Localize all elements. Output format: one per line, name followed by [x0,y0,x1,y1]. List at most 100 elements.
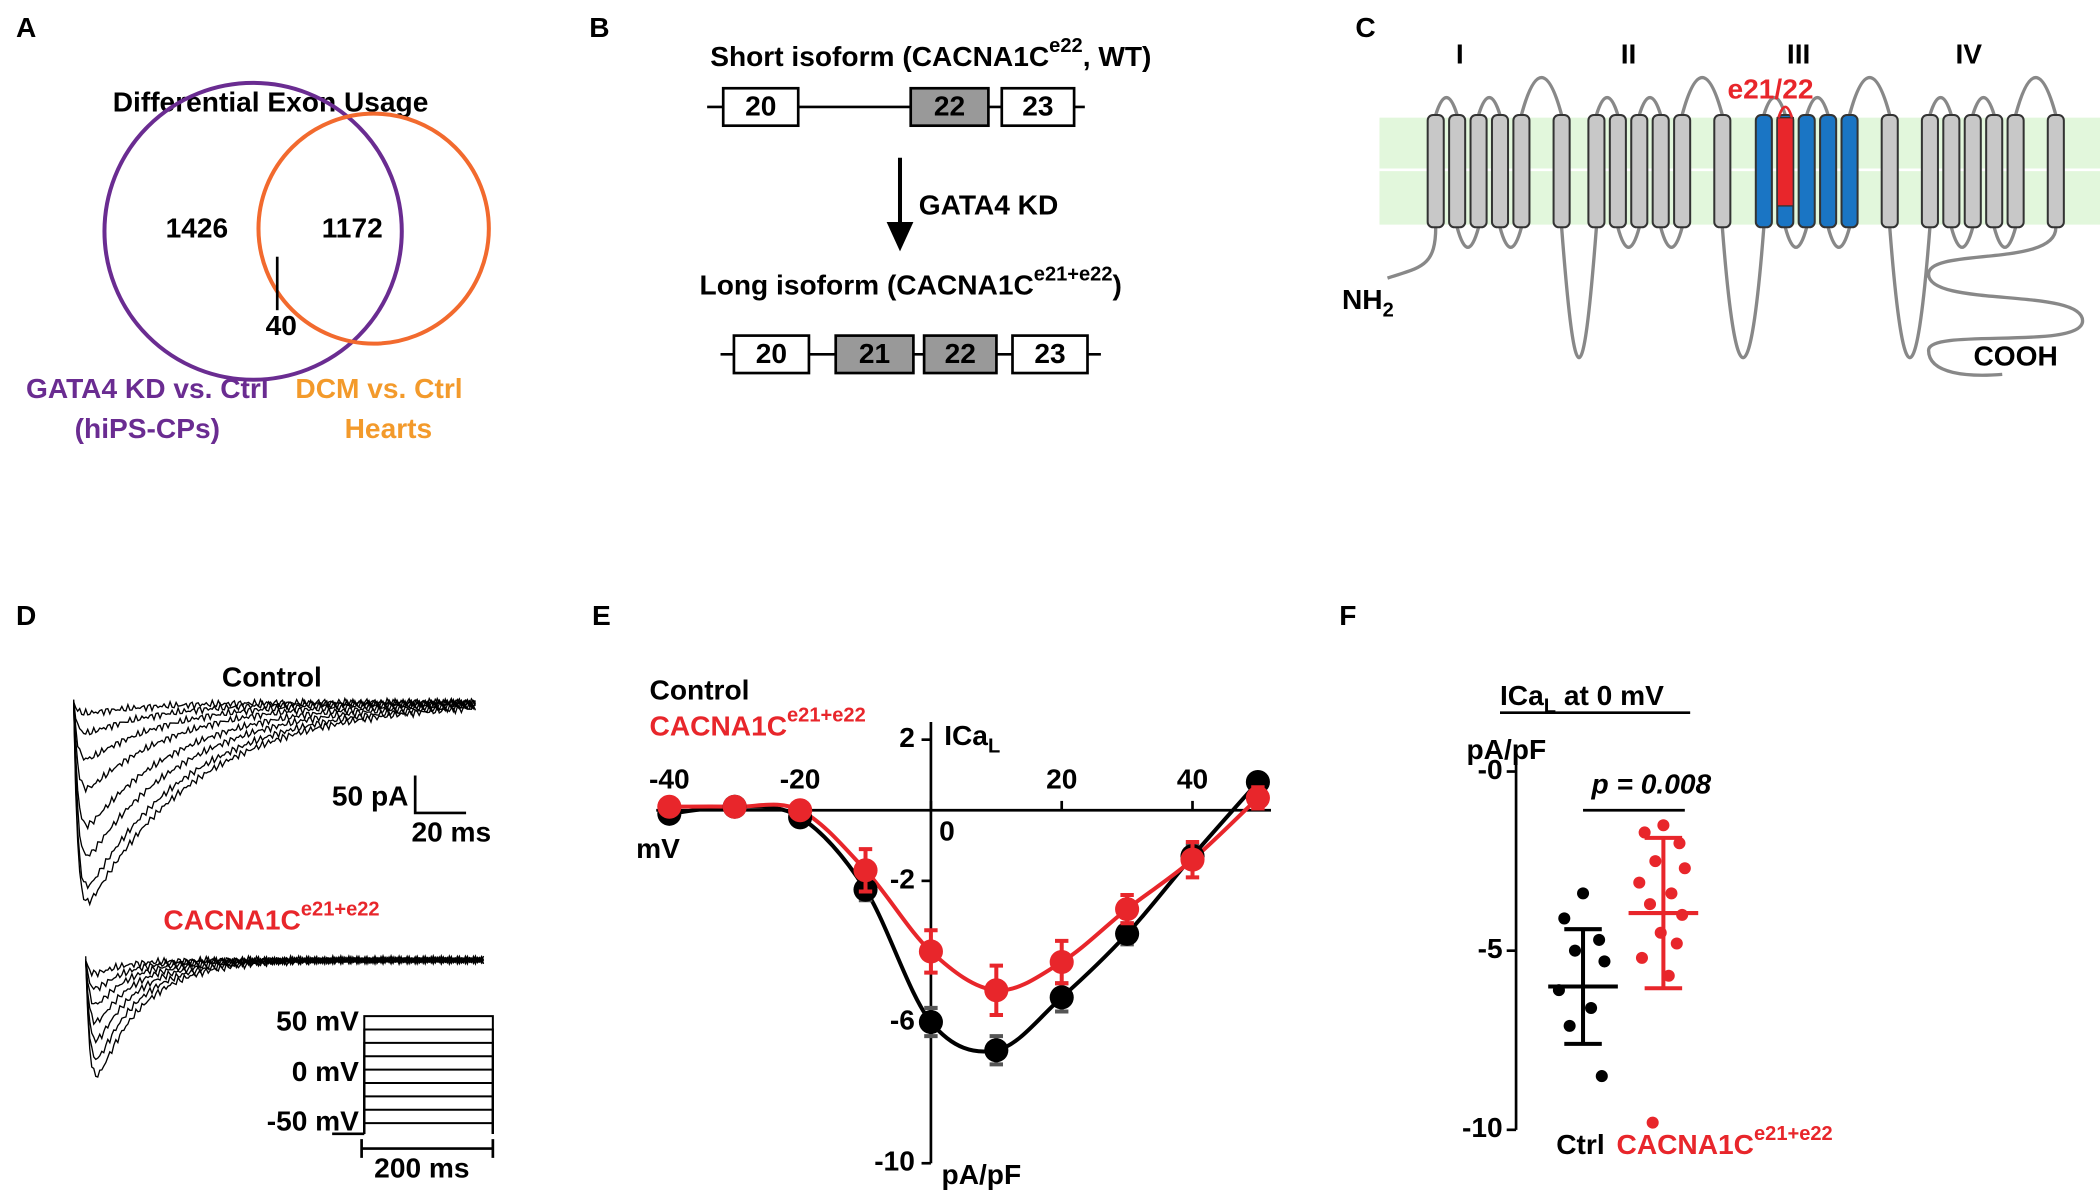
data-point [984,1038,1009,1063]
helix [1985,113,2004,229]
y-tick-label: -0 [1478,754,1503,785]
scale-label: 20 ms [411,817,491,848]
data-point [1568,944,1582,957]
helix [1426,113,1445,229]
current-trace [85,954,485,1061]
legend-entry: CACNA1Ce21+e22 [650,705,866,742]
data-point [1662,969,1675,982]
panel-label: F [1339,600,1356,631]
data-point [1649,855,1662,868]
data-point [1670,937,1683,950]
voltage-step [363,1122,494,1134]
n-terminus: NH2 [1342,285,1394,322]
data-point [1563,1019,1576,1032]
current-trace [73,696,477,717]
panel-label: D [16,600,36,631]
exon-label: 22 [934,91,965,122]
panel-label: E [592,600,611,631]
data-point [918,939,943,964]
data-point [1643,898,1657,911]
panel-label: C [1355,12,1375,43]
x-axis-label: mV [636,833,680,864]
data-point [1678,862,1691,875]
data-point [1673,837,1686,850]
current-trace [72,697,476,762]
data-point [1115,921,1140,946]
arrow-head [886,221,914,252]
exon-label: 21 [859,338,890,369]
legend-entry: Control [650,675,750,706]
current-trace [72,699,477,831]
domain-label: I [1456,39,1464,70]
x-tick-label: -20 [780,763,821,794]
trace-label-part: e21+e22 [301,899,380,921]
venn-label: GATA4 KD vs. Ctrl [26,373,269,404]
time-label: 200 ms [374,1152,469,1183]
exon [721,86,800,128]
data-point [1633,876,1646,889]
venn-count: 1426 [166,212,229,243]
isoform-title-part: ) [1113,270,1122,301]
data-point [1665,887,1678,900]
x-tick-label: 0 [939,815,955,846]
current-trace [85,954,485,1078]
data-point [1657,819,1670,832]
legend-entry-part: CACNA1C [650,711,787,742]
helix [1942,113,1961,229]
panel-label: A [16,12,36,43]
exon [909,86,990,128]
helix [1963,113,1982,229]
isoform-title-part: Short isoform (CACNA1C [710,41,1049,72]
data-point [1245,785,1270,810]
y-tick-label: -2 [890,863,915,894]
exon-label: 23 [1022,91,1053,122]
data-point [1638,826,1651,839]
domain-label: IV [1955,39,1982,70]
data-point [853,858,878,883]
data-point [1049,950,1074,975]
isoform-title: Short isoform (CACNA1Ce22, WT) [710,35,1151,72]
data-point [1593,933,1606,946]
c-terminus: COOH [1973,341,2057,372]
helix [2046,113,2065,229]
helix [2006,113,2025,229]
p-value: p = 0.008 [1591,769,1712,800]
data-point [1646,1116,1659,1129]
exon-label: 20 [745,91,776,122]
data-point [1577,887,1590,900]
alt-exon-region [1776,116,1794,207]
chart-title: ICaL at 0 mV [1500,680,1664,717]
exon [922,334,998,375]
fit-line [669,780,1260,1054]
alt-exon-loop [1777,105,1794,119]
chart-title-part: L [1544,696,1556,718]
helix [1469,113,1488,229]
trace-label-part: CACNA1C [163,905,300,936]
voltage-label: -50 mV [267,1106,359,1137]
voltage-step [363,1015,494,1134]
x-tick-label: 20 [1046,763,1077,794]
legend-entry-part: e21+e22 [787,705,866,727]
helix [1552,113,1571,229]
n-terminus-part: 2 [1383,300,1394,322]
venn-count: 1172 [322,212,383,243]
voltage-step [363,1095,494,1134]
helix [1880,113,1899,229]
exon [732,334,811,375]
voltage-step [363,1082,494,1134]
voltage-step [363,1068,494,1134]
isoform-title-part: e21+e22 [1034,264,1113,286]
isoform-title-part: e22 [1049,35,1083,57]
arrow-label: GATA4 KD [919,190,1059,221]
data-point [1585,1001,1598,1015]
category-label-part: e21+e22 [1754,1123,1833,1145]
domain-label: III [1787,39,1810,70]
y-tick-label: -6 [890,1004,915,1035]
chart-title-part: at 0 mV [1556,680,1664,711]
category-label-part: Ctrl [1556,1130,1604,1161]
axis-title-part: ICa [944,720,988,751]
voltage-label: 0 mV [292,1056,359,1087]
exon-label: e21/22 [1728,73,1814,104]
chart-title-part: ICa [1500,680,1544,711]
domain-label: II [1621,39,1637,70]
